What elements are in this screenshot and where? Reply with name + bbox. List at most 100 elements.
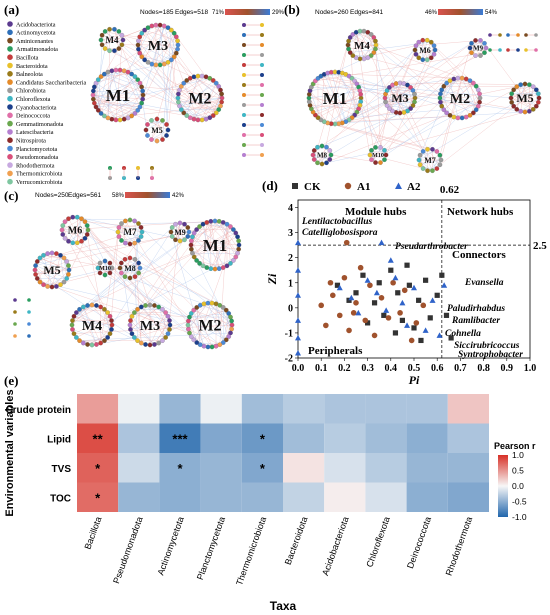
network-node (387, 106, 392, 111)
legend-label: Candidatus Saccharibacteria (16, 79, 87, 86)
network-node (116, 29, 122, 34)
network-node (420, 166, 426, 171)
point-a2 (295, 317, 301, 323)
network-node (125, 69, 131, 75)
network-edge (83, 306, 97, 345)
heatmap-cell (118, 423, 160, 453)
network-node (152, 342, 157, 347)
network-node (161, 23, 167, 29)
point-a2 (373, 289, 380, 296)
network-node (469, 50, 474, 56)
network-edge (100, 227, 120, 344)
network-edge (186, 76, 199, 116)
network-node (365, 29, 371, 35)
network-node (383, 99, 388, 105)
network-node (204, 265, 210, 270)
network-node (506, 48, 510, 52)
network-node (447, 78, 453, 83)
network-node (310, 152, 316, 158)
network-node (226, 311, 232, 316)
legend-swatch (7, 37, 13, 44)
legend-label: Rhodothermota (16, 162, 55, 169)
network-node (102, 71, 107, 77)
network-node (242, 83, 246, 87)
network-node (412, 95, 418, 101)
network-node (228, 224, 233, 229)
network-node (416, 39, 422, 45)
network-node (311, 157, 317, 162)
network-node (129, 331, 135, 336)
y-axis-label: Zi (265, 273, 279, 285)
network-node (113, 117, 119, 123)
heatmap-cell (324, 453, 366, 483)
network-edge (440, 78, 463, 161)
network-edge (321, 41, 349, 165)
point-a2 (348, 294, 355, 301)
correlation-heatmap: Crude protein** *** *Lipid* * *TVS*TOCBacill… (4, 389, 536, 613)
legend-swatch (7, 170, 13, 177)
network-node (173, 221, 178, 227)
panel-c-pos-pct: 58% (112, 193, 125, 199)
network-node (488, 33, 492, 37)
network-node (405, 82, 410, 88)
network-node (143, 303, 148, 308)
panel-c-nodes: Nodes=250 (35, 192, 69, 199)
heatmap-cell (241, 423, 283, 453)
network-node (178, 84, 184, 89)
column-label: Pseudomonadota (111, 515, 145, 585)
network-node (186, 326, 191, 332)
network-edge (172, 224, 185, 237)
network-node (62, 236, 68, 241)
network-edge (151, 120, 167, 136)
network-edge (190, 109, 219, 118)
network-node (125, 115, 131, 121)
network-edge (62, 225, 78, 243)
module-label: M8 (124, 264, 136, 273)
network-node (136, 238, 141, 243)
network-edge (151, 129, 169, 140)
network-edge (375, 48, 386, 99)
network-edge (39, 257, 70, 271)
legend-marker-a2 (395, 182, 402, 189)
point-ck (416, 297, 422, 303)
column-label: Actinomycetota (155, 515, 185, 576)
network-node (530, 107, 536, 112)
network-edge (121, 35, 140, 38)
point-a1 (353, 300, 359, 306)
network-node (518, 82, 523, 87)
network-node (369, 157, 374, 163)
network-node (70, 214, 76, 220)
network-node (242, 23, 246, 27)
network-node (319, 143, 325, 149)
network-node (328, 152, 334, 158)
point-ck (353, 290, 359, 296)
network-node (188, 311, 194, 316)
network-edge (118, 236, 232, 322)
network-node (498, 48, 502, 52)
network-node (32, 267, 38, 273)
network-edge (134, 312, 170, 321)
panel-a-nodes: Nodes=185 (140, 9, 174, 16)
legend-label: Actinomycetota (16, 30, 56, 37)
network-node (482, 40, 487, 46)
network-edge (87, 234, 220, 306)
network-node (127, 322, 133, 328)
network-node (260, 113, 264, 117)
panel-b-label: (b) (284, 2, 300, 17)
network-edge (151, 120, 163, 140)
legend-label: Verrucomicrobiota (16, 179, 63, 186)
network-edge (178, 97, 223, 103)
heatmap-cell (159, 453, 201, 483)
network-edge (121, 44, 199, 121)
network-node (357, 28, 363, 34)
network-node (219, 95, 225, 101)
network-node (132, 335, 137, 340)
y-tick-label: -2 (285, 354, 293, 365)
x-tick-label: 0.9 (501, 363, 514, 374)
network-edge (77, 217, 185, 240)
network-node (98, 340, 103, 346)
network-node (463, 76, 469, 82)
network-edge (102, 39, 124, 45)
network-node (154, 116, 160, 122)
column-label: Deinococcota (405, 515, 433, 570)
